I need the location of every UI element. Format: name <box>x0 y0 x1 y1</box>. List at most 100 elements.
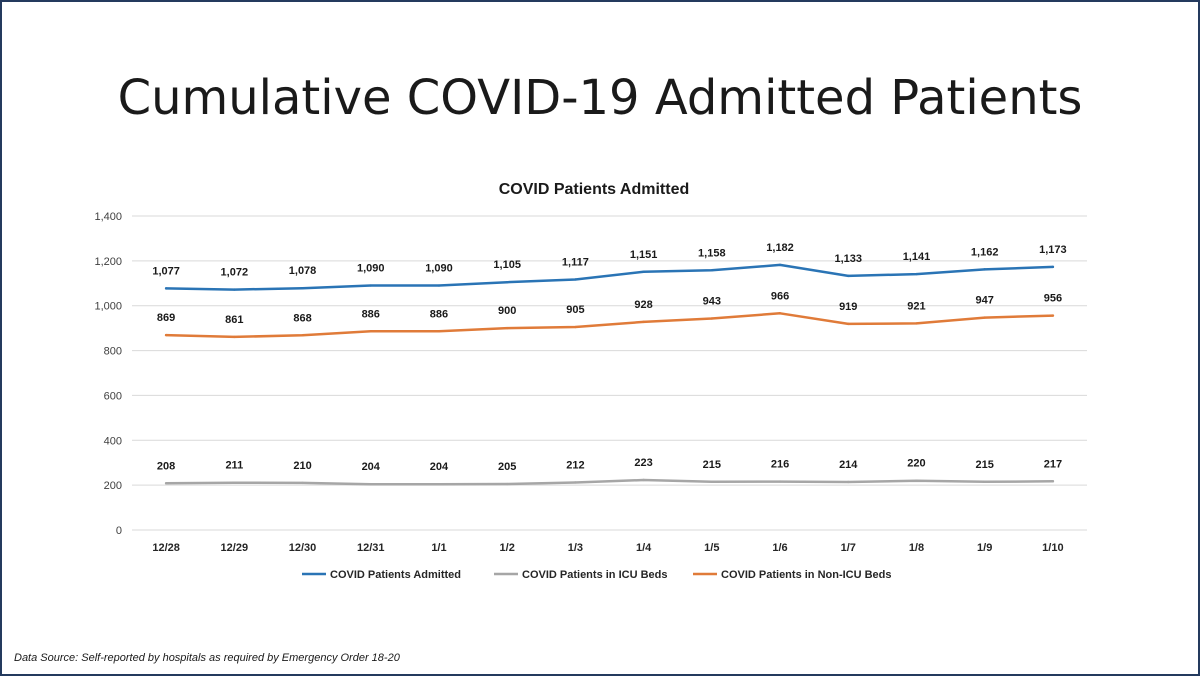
data-point <box>574 325 577 329</box>
data-point <box>505 482 509 486</box>
data-point <box>1051 314 1055 317</box>
x-tick-label: 1/8 <box>909 542 924 554</box>
data-point <box>164 287 168 290</box>
y-tick-label: 1,400 <box>94 211 122 223</box>
series-line-1 <box>164 478 1055 486</box>
data-label: 1,133 <box>834 253 862 265</box>
data-label: 1,173 <box>1039 244 1067 256</box>
data-label: 868 <box>293 312 311 324</box>
data-label: 208 <box>157 460 175 472</box>
data-label: 919 <box>839 301 857 313</box>
legend-label: COVID Patients in Non-ICU Beds <box>721 569 892 581</box>
data-point <box>778 480 782 483</box>
data-label: 1,117 <box>562 256 589 268</box>
data-source-note: Data Source: Self-reported by hospitals … <box>14 652 400 664</box>
legend: COVID Patients Admitted COVID Patients in… <box>302 569 892 581</box>
data-label: 861 <box>225 314 243 326</box>
y-tick-label: 600 <box>104 390 122 402</box>
x-axis: 12/28 12/29 12/30 12/31 1/1 1/2 1/3 1/4 1/5 1/6 1/… <box>152 542 1063 554</box>
data-label: 1,141 <box>903 251 931 263</box>
data-point <box>164 333 168 337</box>
x-tick-label: 12/28 <box>152 542 180 554</box>
data-point <box>369 284 372 287</box>
data-point <box>710 269 714 272</box>
data-label: 220 <box>907 458 925 470</box>
y-tick-label: 1,200 <box>94 256 122 268</box>
y-tick-label: 200 <box>104 480 122 492</box>
y-tick-label: 800 <box>104 346 122 358</box>
data-label: 1,090 <box>357 263 385 275</box>
x-tick-label: 12/29 <box>221 542 249 554</box>
y-tick-label: 400 <box>104 435 122 447</box>
data-point <box>233 481 236 484</box>
gridlines <box>132 215 1087 531</box>
legend-label: COVID Patients in ICU Beds <box>522 569 667 581</box>
data-point <box>915 322 918 325</box>
data-label: 869 <box>157 312 175 324</box>
slide-title: Cumulative COVID-19 Admitted Patients <box>117 70 1083 126</box>
data-label: 215 <box>975 459 993 471</box>
data-point <box>983 316 986 319</box>
data-label: 205 <box>498 461 516 473</box>
data-point <box>983 268 986 271</box>
data-label: 905 <box>566 304 584 316</box>
data-point <box>915 479 918 482</box>
chart-title: COVID Patients Admitted <box>499 181 690 198</box>
data-point <box>1051 265 1055 269</box>
data-label: 1,078 <box>289 265 317 277</box>
data-point <box>847 480 850 484</box>
x-tick-label: 1/10 <box>1042 542 1063 554</box>
data-point <box>437 330 441 333</box>
y-axis: 0 200 400 600 800 1,000 1,200 1,400 <box>94 211 122 537</box>
data-point <box>915 272 918 276</box>
series-line-2 <box>164 312 1055 339</box>
x-tick-label: 1/5 <box>704 542 719 554</box>
data-label: 1,162 <box>971 246 999 258</box>
data-label: 886 <box>430 308 448 320</box>
data-label: 928 <box>634 299 652 311</box>
data-label: 1,158 <box>698 247 726 259</box>
line-chart: COVID Patients Admitted 0 200 400 600 800 1,0… <box>94 181 1087 581</box>
data-point <box>642 270 645 274</box>
data-point <box>505 326 509 330</box>
data-point <box>369 330 372 333</box>
data-label: 1,077 <box>152 265 180 277</box>
x-tick-label: 1/4 <box>636 542 652 554</box>
data-label: 1,182 <box>766 242 794 254</box>
legend-label: COVID Patients Admitted <box>330 569 461 581</box>
data-point <box>710 480 714 483</box>
data-label: 900 <box>498 305 516 317</box>
data-point <box>847 274 850 278</box>
data-label: 217 <box>1044 458 1062 470</box>
data-point <box>233 335 236 339</box>
data-point <box>505 280 509 284</box>
data-point <box>642 320 645 324</box>
data-point <box>301 334 304 337</box>
data-label: 947 <box>975 295 993 307</box>
x-tick-label: 1/2 <box>500 542 515 554</box>
data-label: 211 <box>225 460 243 472</box>
data-point <box>574 278 577 281</box>
data-label: 223 <box>634 457 652 469</box>
data-label: 1,072 <box>221 267 249 279</box>
x-tick-label: 12/30 <box>289 542 317 554</box>
data-point <box>778 263 782 267</box>
x-tick-label: 1/1 <box>431 542 446 554</box>
x-tick-label: 1/9 <box>977 542 992 554</box>
data-label: 943 <box>703 295 721 307</box>
data-label: 886 <box>362 308 380 320</box>
x-tick-label: 1/3 <box>568 542 583 554</box>
data-point <box>437 284 441 287</box>
data-label: 966 <box>771 290 789 302</box>
series-lines <box>164 263 1055 486</box>
data-labels: 1,077 1,072 1,078 1,090 1,090 1,105 1,117 1,151… <box>152 242 1066 473</box>
data-point <box>301 287 304 290</box>
data-point <box>437 483 441 486</box>
data-label: 1,090 <box>425 263 453 275</box>
data-label: 1,151 <box>630 249 658 261</box>
data-label: 921 <box>907 300 925 312</box>
data-label: 214 <box>839 459 858 471</box>
data-label: 210 <box>293 460 311 472</box>
data-point <box>301 481 304 485</box>
